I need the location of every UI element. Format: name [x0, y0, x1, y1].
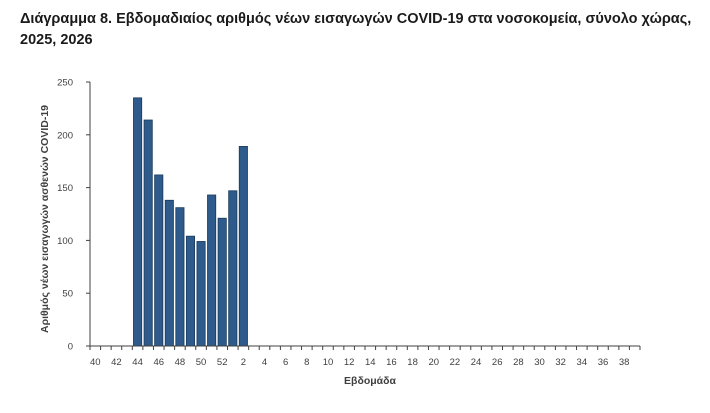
x-tick-label: 26	[492, 357, 503, 368]
bar-week-51	[207, 194, 217, 347]
x-tick-label: 6	[283, 357, 288, 368]
x-tick-label: 50	[196, 357, 207, 368]
bar-week-44	[133, 97, 143, 347]
x-tick-label: 8	[304, 357, 309, 368]
x-tick-label: 52	[217, 357, 228, 368]
x-tick-label: 10	[323, 357, 334, 368]
x-tick-label: 18	[407, 357, 418, 368]
x-tick-label: 22	[450, 357, 461, 368]
y-tick-label: 0	[68, 342, 73, 353]
y-tick-label: 150	[57, 183, 73, 194]
x-tick-label: 2	[241, 357, 246, 368]
x-tick-label: 36	[598, 357, 609, 368]
bar-week-46	[154, 174, 164, 347]
x-tick-label: 44	[132, 357, 143, 368]
x-tick-label: 12	[344, 357, 355, 368]
x-tick-label: 4	[262, 357, 267, 368]
x-tick-label: 48	[175, 357, 186, 368]
x-axis-label: Εβδομάδα	[344, 375, 396, 387]
bar-week-45	[143, 119, 153, 347]
x-tick-label: 46	[153, 357, 164, 368]
bar-week-2	[238, 146, 248, 347]
x-tick-label: 28	[513, 357, 524, 368]
bar-week-47	[164, 199, 174, 347]
bar-week-52	[217, 217, 227, 347]
y-axis-label: Αριθμός νέων εισαγωγών ασθενών COVID-19	[39, 105, 51, 333]
x-tick-label: 24	[471, 357, 482, 368]
x-tick-label: 20	[428, 357, 439, 368]
bar-week-49	[185, 235, 196, 347]
x-tick-label: 30	[534, 357, 545, 368]
x-axis: 40 42 44 46 48 50 52 2 4 6 8 10 12 14 16 18 20 22 24 26 28 30…	[89, 346, 641, 368]
x-tick-label: 14	[365, 357, 376, 368]
x-tick-label: 16	[386, 357, 397, 368]
x-tick-label: 32	[555, 357, 566, 368]
y-tick-label: 100	[57, 236, 73, 247]
y-tick-label: 250	[57, 78, 73, 89]
y-axis: 0 50 100 150 200 250	[57, 78, 90, 353]
bar-week-1	[228, 190, 238, 347]
x-tick-label: 34	[577, 357, 588, 368]
x-tick-label: 40	[90, 357, 101, 368]
x-tick-label: 42	[111, 357, 122, 368]
bar-week-48	[175, 207, 185, 347]
bar-week-50	[196, 241, 206, 347]
chart-title: Διάγραμμα 8. Εβδομαδιαίος αριθμός νέων ε…	[20, 11, 692, 48]
y-tick-label: 200	[57, 130, 73, 141]
bars	[133, 97, 248, 347]
x-tick-label: 38	[619, 357, 630, 368]
y-tick-label: 50	[62, 289, 73, 300]
